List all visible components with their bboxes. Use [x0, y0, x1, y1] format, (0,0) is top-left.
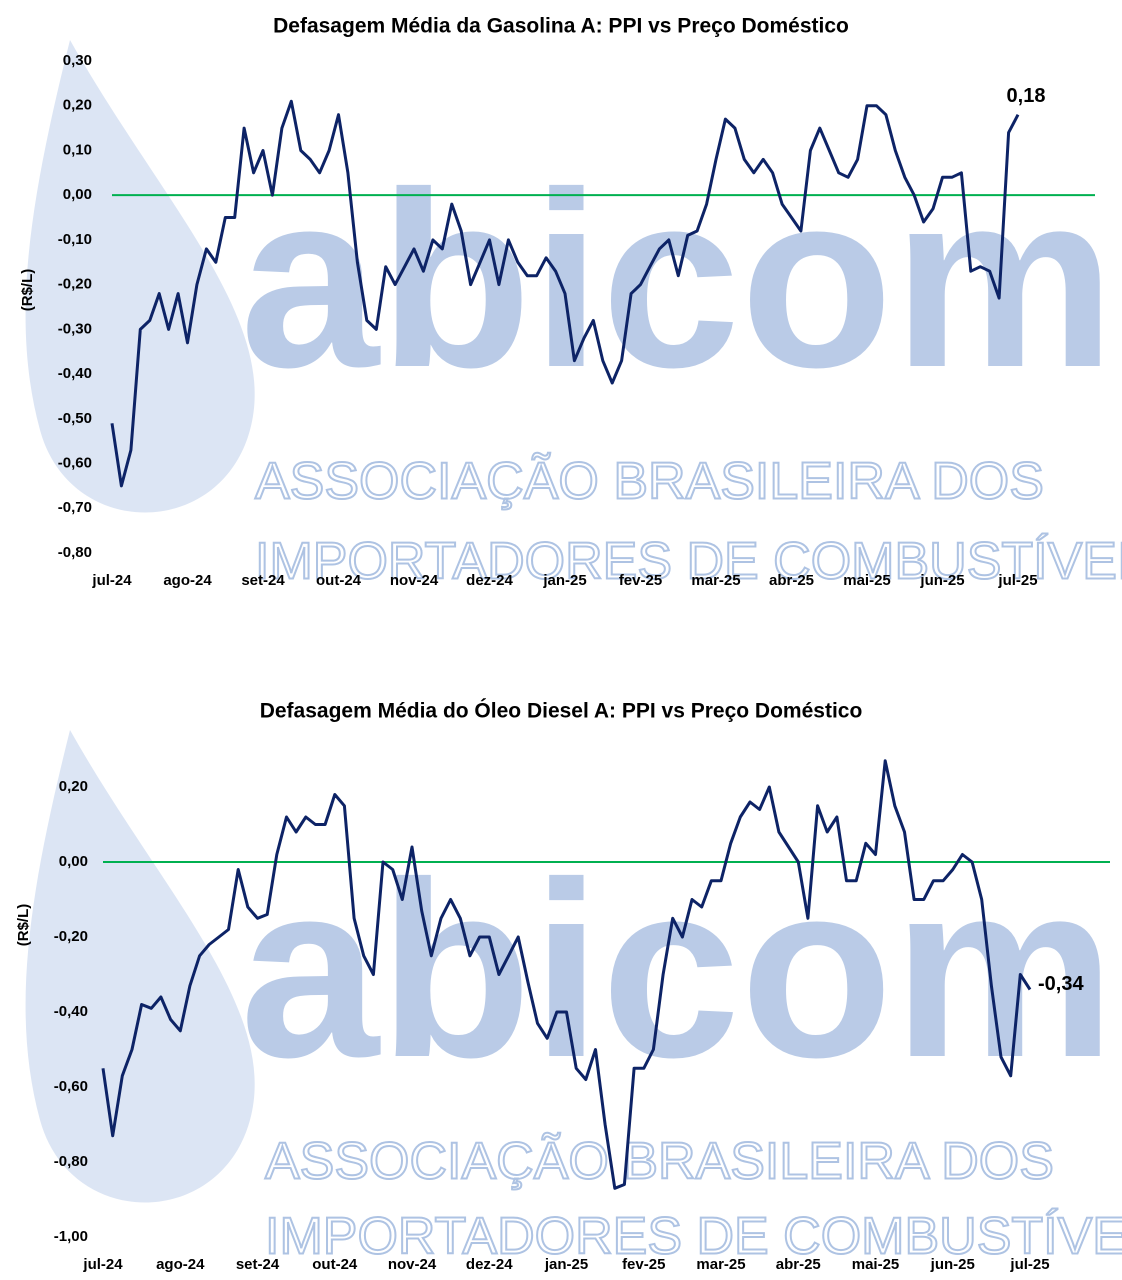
x-tick-label: fev-25 [619, 572, 662, 589]
chart-title: Defasagem Média do Óleo Diesel A: PPI vs… [260, 699, 863, 723]
x-tick-label: jun-25 [930, 1256, 975, 1273]
x-tick-label: abr-25 [776, 1256, 821, 1273]
y-tick-label: -0,60 [54, 1078, 88, 1095]
watermark-line: IMPORTADORES DE COMBUSTÍVEIS [255, 533, 1122, 591]
data-line [110, 99, 1020, 488]
x-tick-label: ago-24 [156, 1256, 205, 1273]
drop-icon [25, 730, 255, 1203]
x-tick-label: jun-25 [919, 572, 964, 589]
x-tick-label: jul-24 [91, 572, 132, 589]
x-tick-label: out-24 [316, 572, 362, 589]
x-tick-label: nov-24 [390, 572, 439, 589]
y-tick-label: -0,80 [58, 544, 92, 561]
y-tick-label: 0,30 [63, 52, 92, 69]
x-tick-label: jan-25 [542, 572, 586, 589]
watermark-logo: abicom [240, 140, 1115, 419]
y-tick-label: 0,10 [63, 141, 92, 158]
x-tick-label: set-24 [236, 1256, 280, 1273]
y-tick-label: -0,80 [54, 1153, 88, 1170]
y-tick-label: -0,50 [58, 410, 92, 427]
end-annotation: 0,18 [1007, 85, 1046, 107]
watermark-logo: abicom [240, 830, 1115, 1109]
x-tick-label: jul-24 [82, 1256, 123, 1273]
y-tick-label: -0,20 [54, 928, 88, 945]
x-tick-label: jul-25 [1009, 1256, 1049, 1273]
y-tick-label: -1,00 [54, 1228, 88, 1245]
y-tick-label: 0,20 [63, 97, 92, 114]
watermark-top: abicom ASSOCIAÇÃO BRASILEIRA DOS IMPORTA… [25, 40, 1122, 592]
x-tick-label: set-24 [241, 572, 285, 589]
x-tick-label: dez-24 [466, 1256, 513, 1273]
x-tick-label: dez-24 [466, 572, 513, 589]
x-tick-label: mar-25 [691, 572, 740, 589]
data-line [101, 759, 1032, 1190]
x-tick-label: jan-25 [544, 1256, 588, 1273]
y-axis-label: (R$/L) [19, 269, 36, 312]
x-tick-label: jul-25 [997, 572, 1037, 589]
x-tick-label: fev-25 [622, 1256, 665, 1273]
x-tick-label: mai-25 [843, 572, 891, 589]
x-tick-label: abr-25 [769, 572, 814, 589]
y-tick-label: -0,60 [58, 455, 92, 472]
y-tick-label: -0,30 [58, 320, 92, 337]
end-annotation: -0,34 [1038, 973, 1084, 995]
watermark-line: IMPORTADORES DE COMBUSTÍVEIS [265, 1208, 1122, 1266]
drop-icon [25, 40, 255, 513]
x-tick-label: out-24 [312, 1256, 358, 1273]
chart-title: Defasagem Média da Gasolina A: PPI vs Pr… [273, 15, 849, 38]
x-tick-label: nov-24 [388, 1256, 437, 1273]
y-tick-label: 0,20 [59, 778, 88, 795]
y-tick-label: -0,40 [54, 1003, 88, 1020]
y-tick-label: 0,00 [59, 853, 88, 870]
watermark-line: ASSOCIAÇÃO BRASILEIRA DOS [255, 453, 1044, 511]
x-tick-label: mar-25 [696, 1256, 745, 1273]
y-tick-label: -0,20 [58, 276, 92, 293]
y-tick-label: -0,70 [58, 499, 92, 516]
y-tick-label: -0,40 [58, 365, 92, 382]
x-tick-label: ago-24 [163, 572, 212, 589]
y-tick-label: -0,10 [58, 231, 92, 248]
y-tick-label: 0,00 [63, 186, 92, 203]
y-axis-label: (R$/L) [15, 904, 32, 947]
watermark-bottom: abicom ASSOCIAÇÃO BRASILEIRA DOS IMPORTA… [25, 730, 1122, 1267]
watermark-line: ASSOCIAÇÃO BRASILEIRA DOS [265, 1133, 1054, 1191]
x-tick-label: mai-25 [852, 1256, 900, 1273]
